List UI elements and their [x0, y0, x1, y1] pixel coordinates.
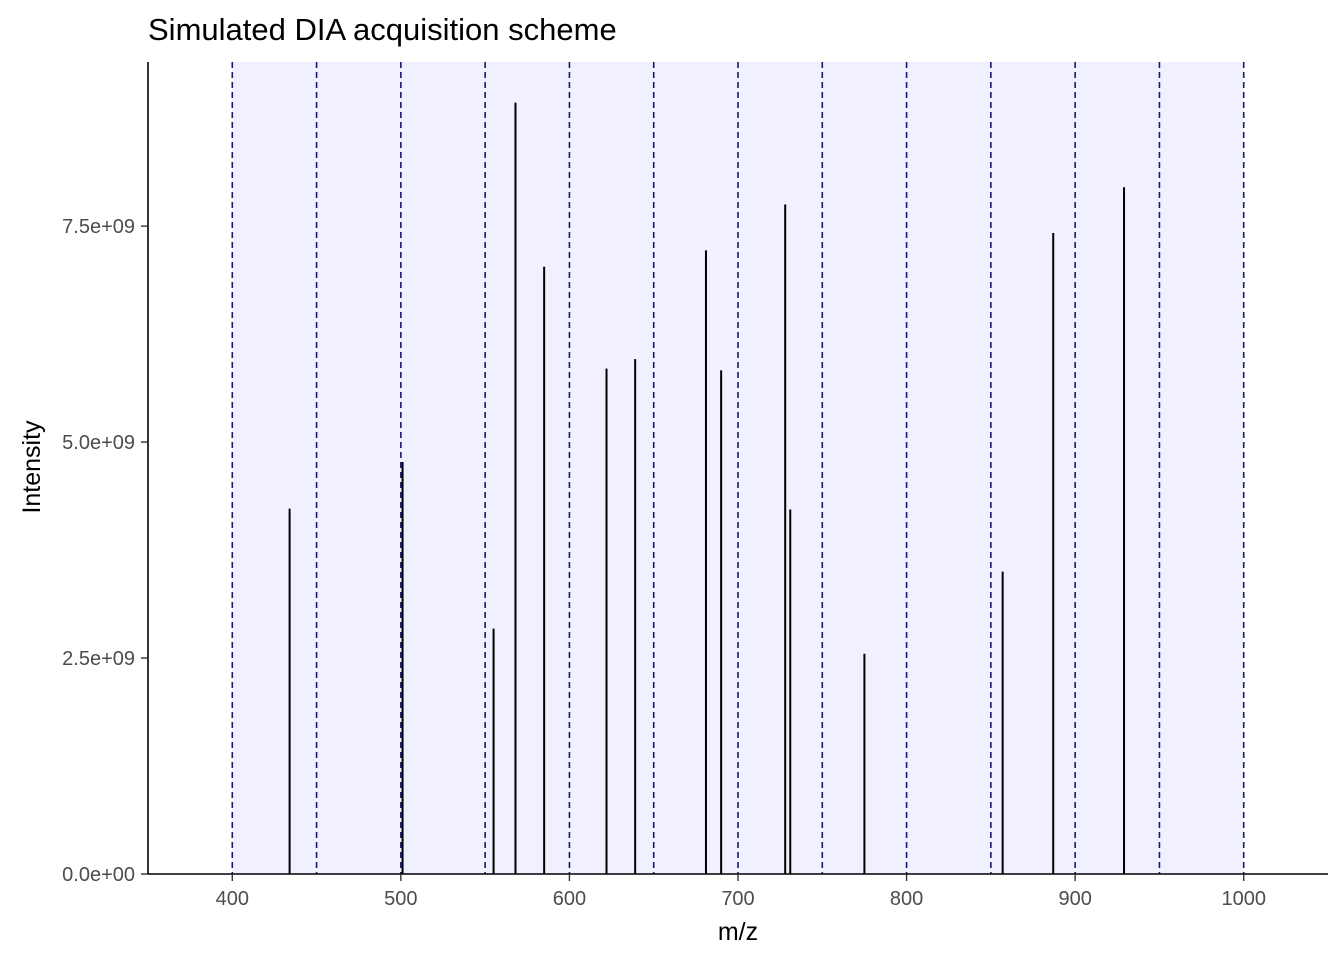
y-tick-label-3: 7.5e+09	[62, 216, 135, 238]
peak-layer	[288, 102, 1126, 874]
x-tick-label-600: 600	[553, 888, 586, 910]
x-tick-label-500: 500	[384, 888, 417, 910]
x-axis-title: m/z	[718, 918, 758, 946]
window-boundary-layer	[231, 62, 1245, 874]
x-tick-label-800: 800	[890, 888, 923, 910]
x-tick-label-700: 700	[721, 888, 754, 910]
y-axis-title: Intensity	[18, 420, 46, 514]
y-tick-label-0: 0.0e+00	[62, 864, 135, 886]
y-tick-label-1: 2.5e+09	[62, 648, 135, 670]
y-tick-label-2: 5.0e+09	[62, 432, 135, 454]
x-tick-label-900: 900	[1058, 888, 1091, 910]
x-tick-label-1000: 1000	[1221, 888, 1266, 910]
chart-title: Simulated DIA acquisition scheme	[148, 12, 617, 47]
axis-layer: 400 500 600 700 800 900 1000 0.0e+00 2.5e+09 5.0e…	[62, 62, 1328, 910]
x-tick-label-400: 400	[216, 888, 249, 910]
